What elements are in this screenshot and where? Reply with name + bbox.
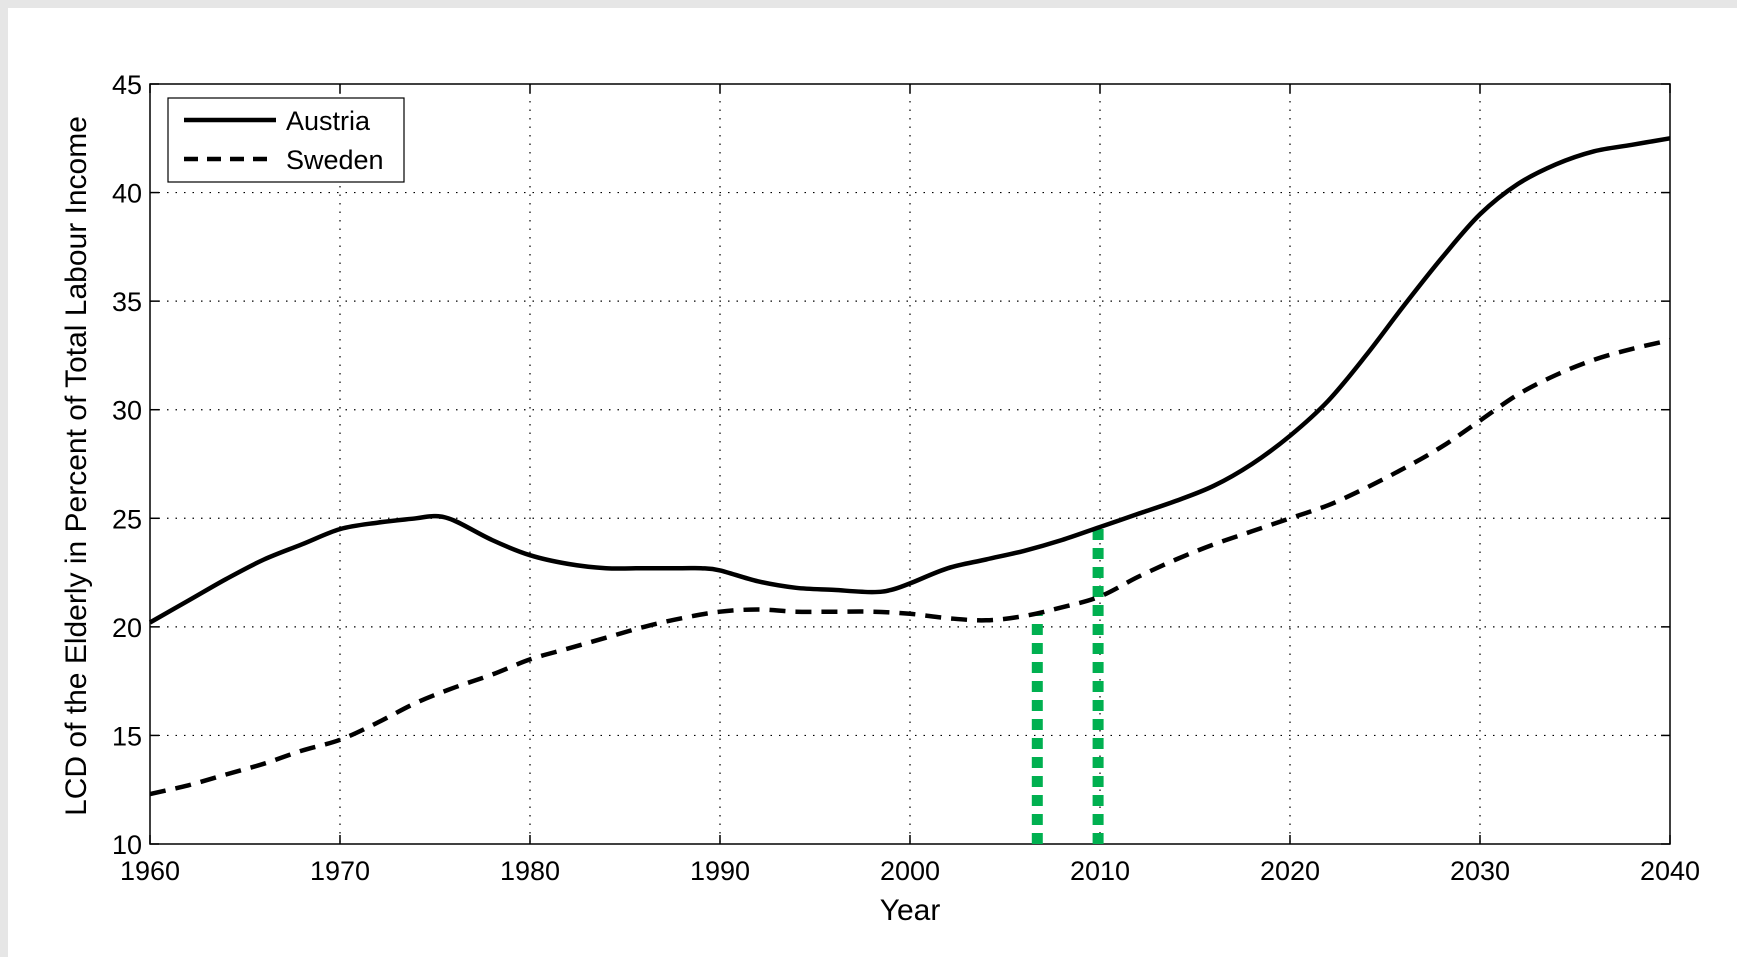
y-tick-label: 20 xyxy=(112,613,142,643)
x-tick-label: 2040 xyxy=(1640,856,1700,886)
x-tick-label: 2020 xyxy=(1260,856,1320,886)
axis-ticks: 1960 1970 1980 1990 2000 2010 2020 2030 20401015… xyxy=(112,70,1700,886)
x-tick-label: 1990 xyxy=(690,856,750,886)
y-tick-label: 45 xyxy=(112,70,142,100)
x-tick-label: 2010 xyxy=(1070,856,1130,886)
highlight-markers xyxy=(1031,522,1104,844)
legend-box xyxy=(167,97,405,183)
series-line-sweden xyxy=(149,338,1671,797)
y-tick-label: 35 xyxy=(112,287,142,317)
y-tick-label: 15 xyxy=(112,721,142,751)
x-tick-label: 1960 xyxy=(120,856,180,886)
y-tick-label: 10 xyxy=(112,830,142,860)
x-tick-label: 2000 xyxy=(880,856,940,886)
x-tick-label: 1980 xyxy=(500,856,560,886)
y-tick-label: 30 xyxy=(112,396,142,426)
legend: Austria Sweden xyxy=(167,97,405,183)
x-tick-label: 1970 xyxy=(310,856,370,886)
legend-label-austria: Austria xyxy=(286,106,371,136)
figure-frame: 1960 1970 1980 1990 2000 2010 2020 2030 2040 10 15… xyxy=(8,8,1737,957)
x-tick-label: 2030 xyxy=(1450,856,1510,886)
y-tick-label: 25 xyxy=(112,504,142,534)
line-chart: 1960 1970 1980 1990 2000 2010 2020 2030 20401015… xyxy=(60,70,1700,927)
series-lines xyxy=(148,136,1671,797)
legend-label-sweden: Sweden xyxy=(286,145,384,175)
grid xyxy=(150,84,1670,844)
x-axis-title: Year xyxy=(880,894,941,927)
y-tick-label: 40 xyxy=(112,179,142,209)
series-line-austria xyxy=(148,136,1671,625)
y-axis-title: LCD of the Elderly in Percent of Total L… xyxy=(60,116,93,816)
